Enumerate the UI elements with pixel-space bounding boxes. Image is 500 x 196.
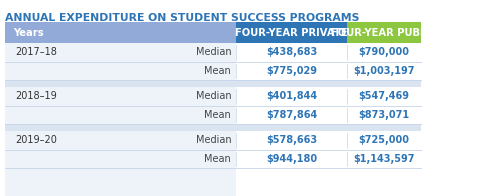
Text: $401,844: $401,844 [266,91,317,101]
Bar [236,62,420,80]
Text: 2017–18: 2017–18 [15,47,57,57]
Bar [236,105,420,124]
Text: $944,180: $944,180 [266,154,317,164]
Text: 2018–19: 2018–19 [15,91,57,101]
Text: Median: Median [196,47,231,57]
Text: Median: Median [196,135,231,145]
Text: Mean: Mean [204,154,231,164]
Text: $775,029: $775,029 [266,66,317,76]
Bar [236,22,347,43]
Text: $725,000: $725,000 [358,135,410,145]
Text: 2019–20: 2019–20 [15,135,57,145]
Text: FOUR-YEAR PRIVATE: FOUR-YEAR PRIVATE [236,27,348,37]
Bar [5,80,420,87]
Text: $873,071: $873,071 [358,110,410,120]
Bar [236,131,420,150]
Text: $787,864: $787,864 [266,110,317,120]
Text: Years: Years [13,27,44,37]
Text: $547,469: $547,469 [358,91,410,101]
Text: $1,143,597: $1,143,597 [353,154,414,164]
Bar [347,22,420,43]
Text: FOUR-YEAR PUBLIC: FOUR-YEAR PUBLIC [330,27,437,37]
Bar [236,87,420,105]
Text: $790,000: $790,000 [358,47,410,57]
Text: ANNUAL EXPENDITURE ON STUDENT SUCCESS PROGRAMS: ANNUAL EXPENDITURE ON STUDENT SUCCESS PR… [5,13,360,23]
Text: Mean: Mean [204,66,231,76]
Bar [5,124,420,131]
Bar [236,150,420,168]
Text: $438,683: $438,683 [266,47,317,57]
Text: $1,003,197: $1,003,197 [353,66,414,76]
Text: Median: Median [196,91,231,101]
Text: $578,663: $578,663 [266,135,317,145]
Bar [5,43,236,196]
Text: Mean: Mean [204,110,231,120]
Bar [236,43,420,62]
Bar [5,22,236,43]
